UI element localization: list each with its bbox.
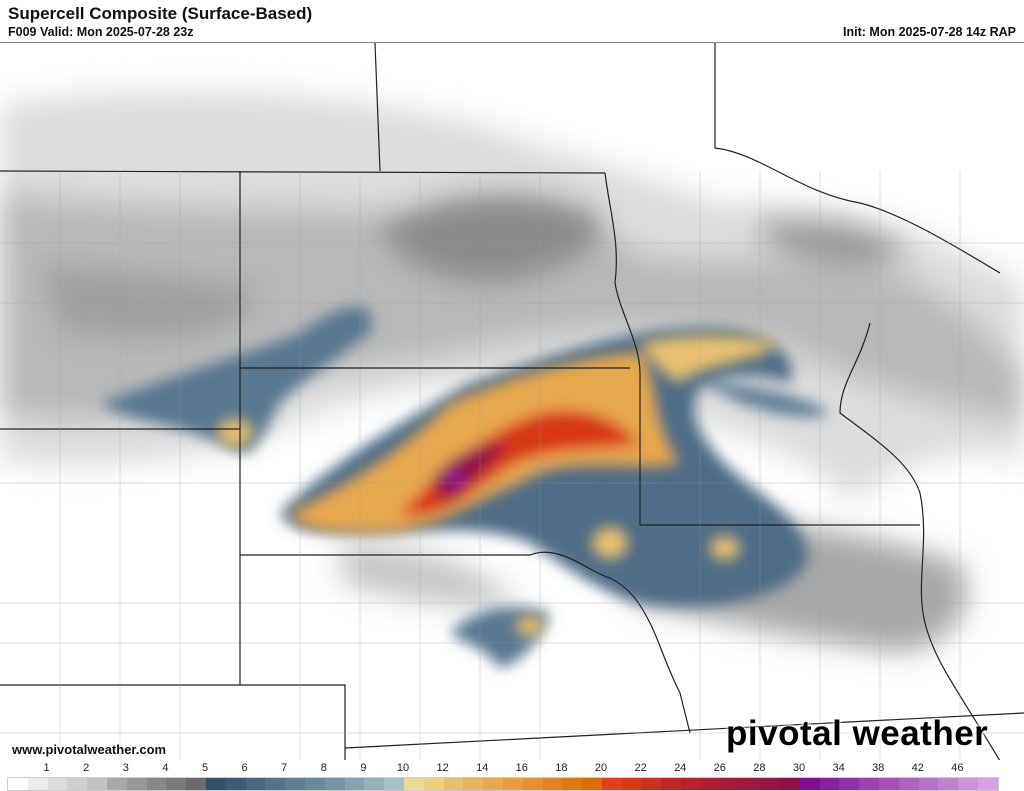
colorbar-label: 14	[476, 762, 489, 774]
map-canvas	[0, 42, 1024, 762]
colorbar-swatch	[364, 778, 385, 790]
county-lines	[0, 171, 1024, 761]
colorbar-swatch	[522, 778, 543, 790]
colorbar-label: 1	[43, 762, 50, 774]
colorbar-swatch	[443, 778, 464, 790]
colorbar-swatch	[898, 778, 919, 790]
pivotal-weather-logo: pivotal weather	[726, 714, 989, 753]
colorbar-swatch	[562, 778, 583, 790]
colorbar-swatch	[304, 778, 325, 790]
init-time: Init: Mon 2025-07-28 14z RAP	[843, 25, 1016, 39]
colorbar-label: 28	[753, 762, 766, 774]
colorbar-label: 9	[360, 762, 367, 774]
colorbar-label: 6	[241, 762, 248, 774]
colorbar-swatch	[819, 778, 840, 790]
colorbar-swatch	[978, 778, 998, 790]
colorbar-label: 46	[951, 762, 964, 774]
colorbar-label: 24	[674, 762, 687, 774]
colorbar-swatch	[186, 778, 206, 790]
website-url[interactable]: www.pivotalweather.com	[12, 742, 167, 757]
colorbar-swatch	[285, 778, 305, 790]
colorbar-swatch	[641, 778, 662, 790]
colorbar-swatch	[799, 778, 820, 790]
colorbar-label: 7	[281, 762, 288, 774]
colorbar-swatch	[740, 778, 761, 790]
colorbar-swatch	[700, 778, 721, 790]
colorbar-swatch	[146, 778, 167, 790]
colorbar-swatch	[839, 778, 860, 790]
colorbar-swatch	[958, 778, 979, 790]
colorbar-swatch	[344, 778, 365, 790]
colorbar-swatch	[47, 778, 68, 790]
colorbar-label: 30	[792, 762, 806, 774]
colorbar-swatch	[126, 778, 147, 790]
colorbar-labels: 1 2 3 4 5 6 7 8 9 10 12 14 16 18 20 22 24 26 28 30 34 38 42 46	[0, 762, 1024, 776]
colorbar-swatch	[601, 778, 622, 790]
colorbar-swatch	[918, 778, 939, 790]
colorbar-label: 20	[594, 762, 608, 774]
colorbar-swatches	[7, 777, 999, 791]
colorbar-label: 34	[832, 762, 845, 774]
colorbar-swatch	[403, 778, 424, 790]
high-values	[217, 335, 780, 636]
colorbar-swatch	[205, 778, 226, 790]
colorbar-label: 22	[634, 762, 647, 774]
colorbar-swatch	[384, 778, 404, 790]
state-borders	[0, 42, 1024, 762]
colorbar-label: 10	[396, 762, 410, 774]
colorbar-swatch	[621, 778, 642, 790]
colorbar-label: 38	[872, 762, 885, 774]
colorbar-swatch	[8, 778, 28, 790]
colorbar-swatch	[463, 778, 484, 790]
colorbar-label: 18	[555, 762, 568, 774]
colorbar-swatch	[582, 778, 602, 790]
colorbar-swatch	[166, 778, 187, 790]
colorbar-label: 4	[162, 762, 169, 774]
colorbar-label: 26	[713, 762, 726, 774]
colorbar-swatch	[502, 778, 523, 790]
colorbar-swatch	[760, 778, 781, 790]
colorbar-label: 2	[83, 762, 90, 774]
colorbar-swatch	[245, 778, 266, 790]
colorbar-swatch	[720, 778, 741, 790]
colorbar-swatch	[423, 778, 444, 790]
valid-time: F009 Valid: Mon 2025-07-28 23z	[8, 25, 194, 39]
colorbar-label: 16	[515, 762, 528, 774]
colorbar-label: 12	[436, 762, 449, 774]
colorbar-swatch	[938, 778, 959, 790]
colorbar-swatch	[542, 778, 563, 790]
colorbar-swatch	[225, 778, 246, 790]
colorbar-swatch	[661, 778, 682, 790]
colorbar-label: 3	[122, 762, 129, 774]
colorbar-swatch	[879, 778, 899, 790]
weather-map[interactable]	[0, 42, 1024, 762]
colorbar-label: 42	[911, 762, 924, 774]
colorbar-swatch	[265, 778, 286, 790]
map-title: Supercell Composite (Surface-Based)	[8, 4, 313, 23]
colorbar-swatch	[780, 778, 800, 790]
colorbar-swatch	[681, 778, 701, 790]
colorbar-swatch	[87, 778, 107, 790]
colorbar-swatch	[67, 778, 88, 790]
colorbar-swatch	[106, 778, 127, 790]
colorbar: 1 2 3 4 5 6 7 8 9 10 12 14 16 18 20 22 24 26 28 30 34 38 42 46	[0, 760, 1024, 791]
colorbar-swatch	[324, 778, 345, 790]
colorbar-swatch	[859, 778, 880, 790]
colorbar-swatch	[27, 778, 48, 790]
colorbar-label: 5	[201, 762, 209, 774]
colorbar-swatch	[483, 778, 503, 790]
colorbar-label: 8	[320, 762, 327, 774]
